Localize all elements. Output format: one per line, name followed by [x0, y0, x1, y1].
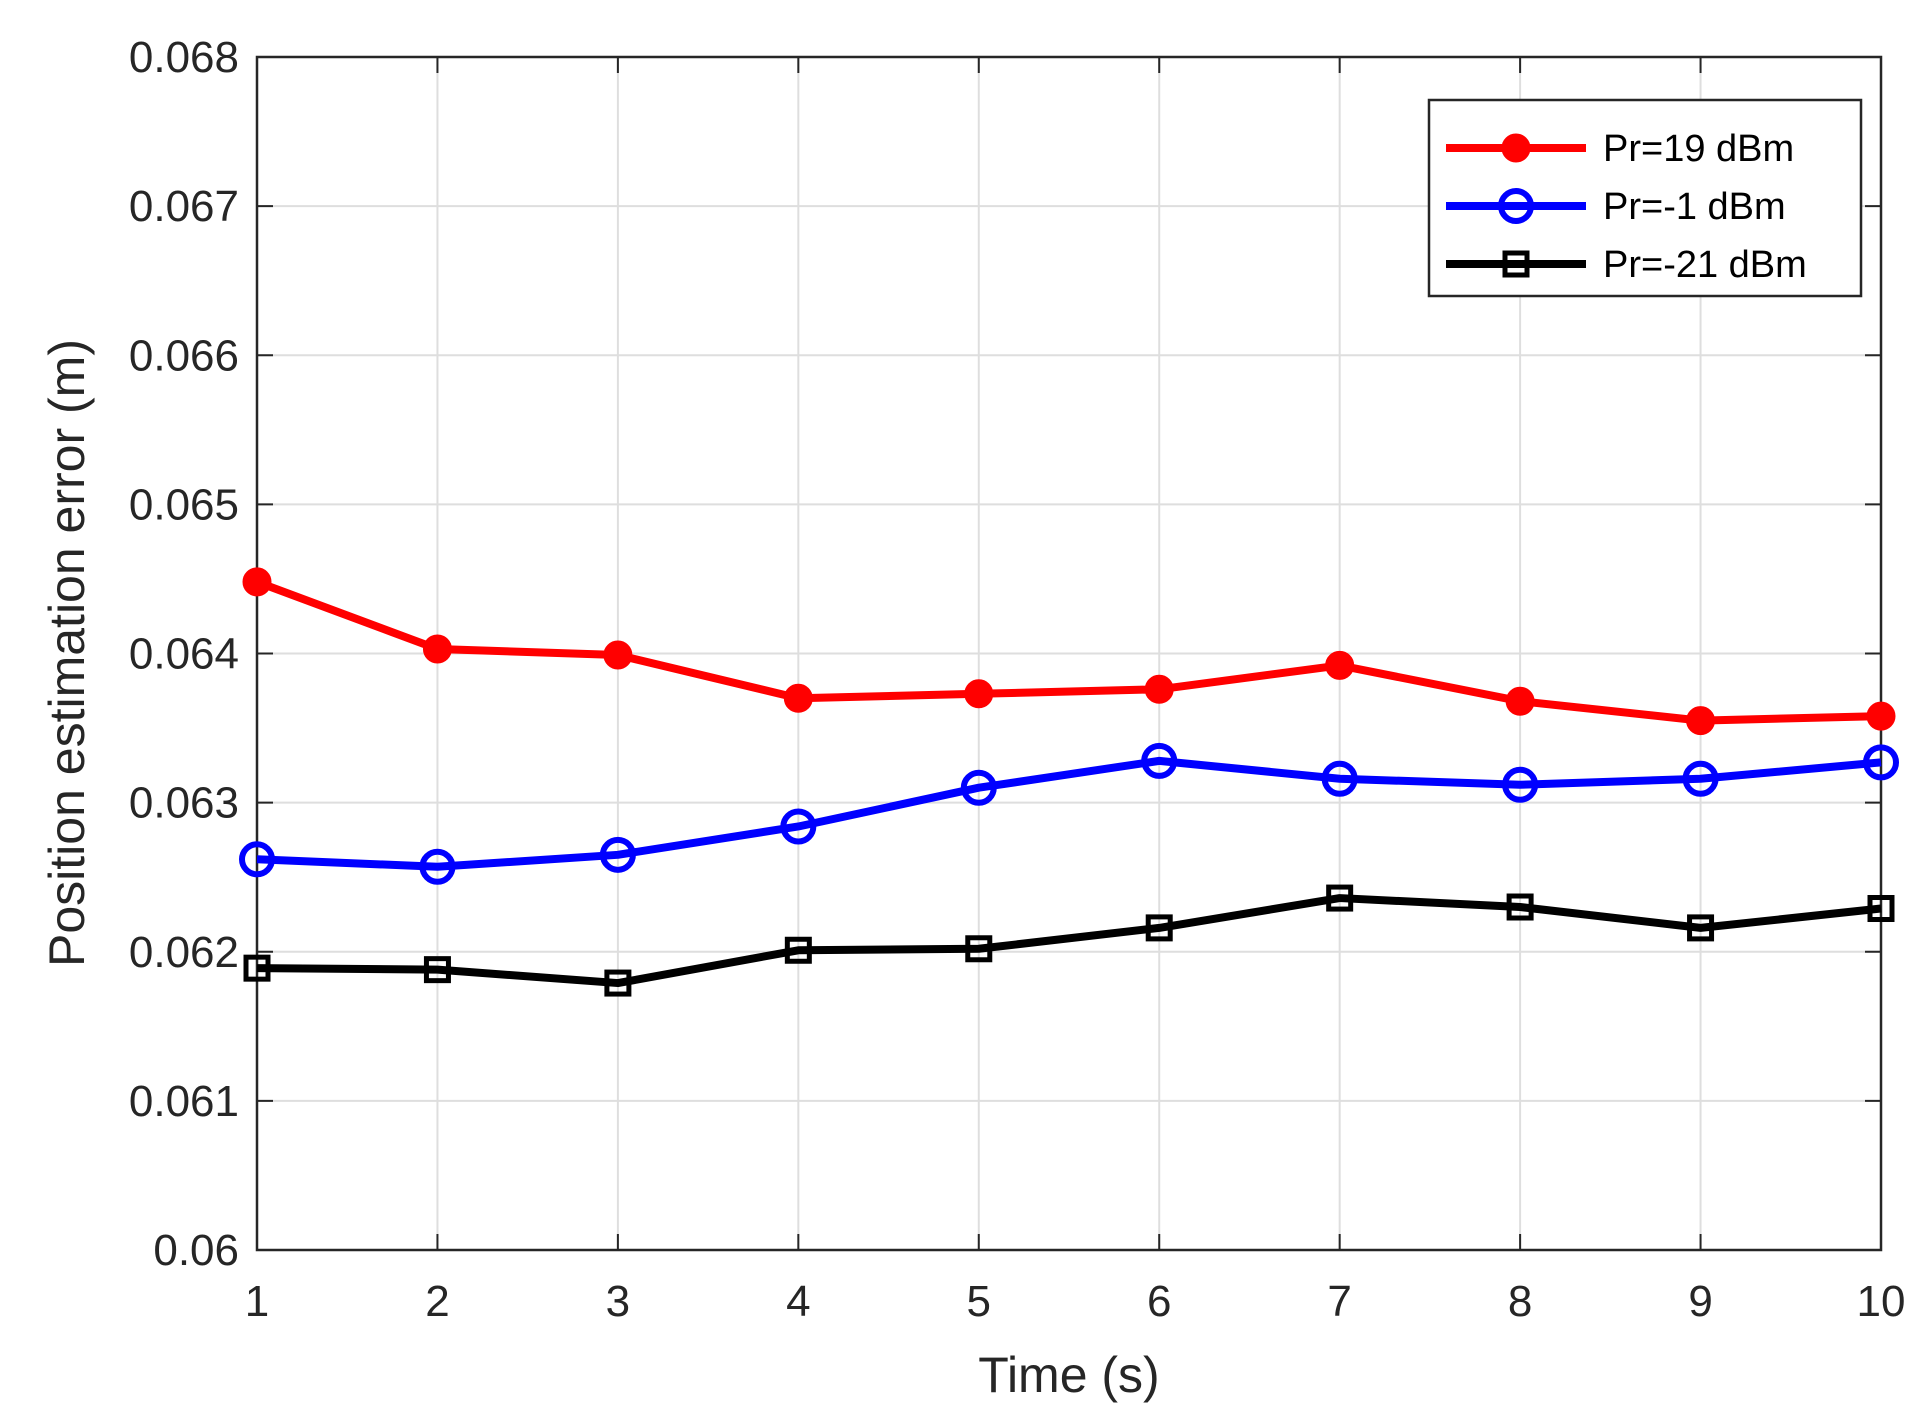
data-point	[1141, 742, 1178, 779]
data-point	[1866, 701, 1896, 731]
y-tick-label: 0.062	[129, 928, 239, 977]
data-point	[239, 841, 275, 878]
x-tick-label: 2	[425, 1277, 449, 1326]
data-point	[603, 640, 633, 670]
x-tick-label: 10	[1857, 1277, 1906, 1326]
y-axis-label: Position estimation error (m)	[39, 339, 95, 967]
data-point	[1506, 893, 1534, 921]
legend-marker	[1498, 188, 1534, 224]
y-tick-label: 0.06	[153, 1226, 239, 1275]
y-tick-label: 0.063	[129, 779, 239, 828]
x-axis-label: Time (s)	[978, 1347, 1159, 1403]
data-point	[783, 683, 813, 713]
legend-label: Pr=19 dBm	[1603, 128, 1794, 170]
data-point	[1863, 744, 1899, 781]
data-point	[965, 935, 993, 963]
data-point	[964, 679, 994, 709]
legend-marker	[1502, 250, 1530, 278]
x-tick-label: 9	[1688, 1277, 1712, 1326]
legend-label: Pr=-21 dBm	[1603, 244, 1807, 286]
y-tick-label: 0.061	[129, 1077, 239, 1126]
data-point	[784, 936, 812, 964]
data-point	[243, 954, 271, 982]
data-point	[1687, 914, 1715, 942]
data-point	[1505, 686, 1535, 716]
data-point	[423, 956, 451, 984]
data-point	[422, 634, 452, 664]
data-point	[419, 848, 456, 885]
legend-marker	[1501, 133, 1531, 163]
data-point	[1682, 760, 1719, 797]
legend-item: Pr=19 dBm	[1446, 128, 1794, 170]
x-tick-label: 3	[606, 1277, 630, 1326]
y-tick-label: 0.065	[129, 480, 239, 529]
y-tick-label: 0.064	[129, 630, 239, 679]
x-tick-label: 5	[967, 1277, 991, 1326]
x-tick-label: 8	[1508, 1277, 1532, 1326]
data-point	[1502, 766, 1539, 803]
legend: Pr=19 dBm Pr=-1 dBm Pr=-21 dBm	[1427, 98, 1863, 298]
data-point	[1326, 884, 1354, 912]
legend-item: Pr=-1 dBm	[1446, 186, 1786, 228]
data-point	[1867, 895, 1895, 923]
series-line	[255, 578, 1882, 725]
x-tick-label: 7	[1327, 1277, 1351, 1326]
data-point	[1145, 914, 1173, 942]
series-3	[243, 884, 1895, 997]
data-point	[599, 836, 636, 873]
data-point	[1321, 760, 1358, 797]
x-tick-label: 1	[245, 1277, 269, 1326]
x-tick-label: 6	[1147, 1277, 1171, 1326]
x-tick-label: 4	[786, 1277, 810, 1326]
data-point	[242, 567, 272, 597]
y-tick-label: 0.066	[129, 331, 239, 380]
data-point	[604, 969, 632, 997]
axis-ticks: 1 2 3 4 5 6 7 8 9 10 0.06 0.061 0.062 0.063 0.064 0.065…	[129, 33, 1906, 1326]
series-lines	[239, 567, 1899, 997]
series-line	[256, 894, 1882, 988]
series-line	[256, 756, 1882, 871]
legend-item: Pr=-21 dBm	[1446, 244, 1807, 286]
legend-label: Pr=-1 dBm	[1603, 186, 1786, 228]
data-point	[780, 808, 817, 845]
series-2	[239, 742, 1899, 885]
series-1	[242, 567, 1896, 736]
data-point	[1686, 706, 1716, 736]
y-tick-label: 0.067	[129, 182, 239, 231]
data-point	[1144, 674, 1174, 704]
data-point	[960, 769, 997, 806]
y-tick-label: 0.068	[129, 33, 239, 82]
data-point	[1325, 650, 1355, 680]
